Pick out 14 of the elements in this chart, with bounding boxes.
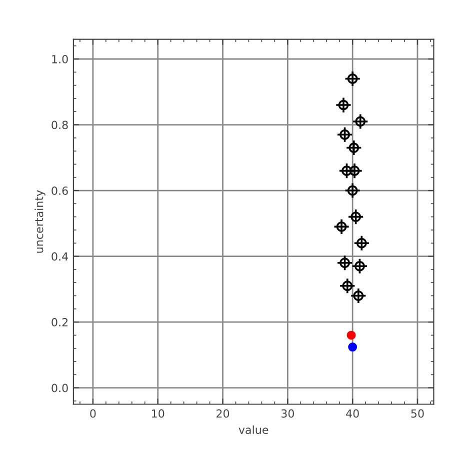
x-axis-title: value: [238, 425, 268, 434]
y-axis-title: uncertainty: [34, 190, 46, 253]
x-tick-label: 10: [152, 409, 164, 418]
y-tick-label: 0.6: [52, 186, 68, 195]
y-tick-label: 0.2: [52, 318, 68, 326]
x-tick-label: 50: [411, 409, 424, 418]
y-tick-label: 0.0: [52, 384, 68, 392]
y-tick-label: 1.0: [52, 54, 68, 64]
x-tick-label: 30: [281, 409, 294, 418]
x-tick-label: 20: [216, 409, 230, 418]
y-tick-label: 0.8: [52, 120, 68, 130]
x-tick-label: 0: [90, 409, 96, 418]
x-tick-label: 40: [346, 409, 359, 418]
y-tick-label: 0.4: [52, 252, 68, 261]
